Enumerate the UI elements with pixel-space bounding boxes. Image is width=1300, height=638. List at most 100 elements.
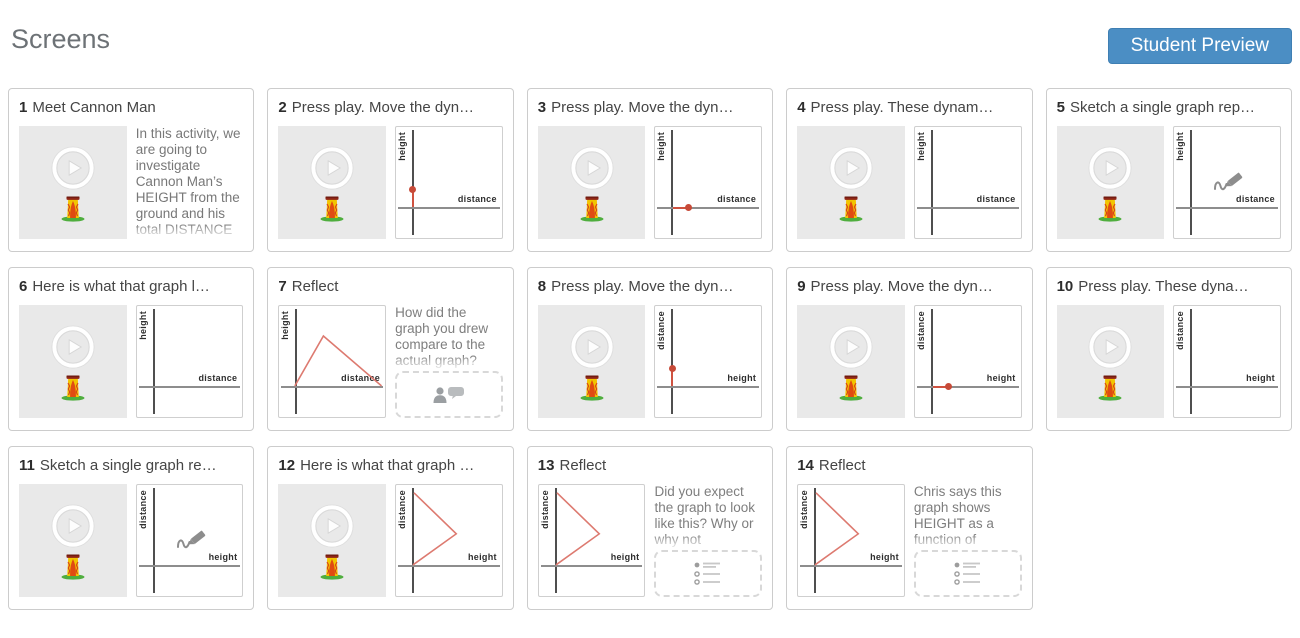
- screen-card-body: height distance: [19, 305, 244, 418]
- x-axis: [1176, 206, 1278, 209]
- screen-number: 5: [1056, 99, 1065, 116]
- pencil-sketch-icon: [1214, 172, 1243, 191]
- graph-thumbnail: distance height: [913, 305, 1022, 418]
- graph-thumbnail: height distance: [1173, 126, 1281, 239]
- video-thumbnail: [19, 305, 127, 418]
- screen-title: 11 Sketch a single graph re…: [19, 457, 243, 475]
- cannon-man-icon: [1098, 196, 1122, 222]
- y-axis: [295, 309, 298, 414]
- screen-title-text: Here is what that graph …: [300, 457, 475, 474]
- screen-card-7[interactable]: 7 Reflect height distance How did the graph …: [267, 267, 514, 431]
- screen-card-9[interactable]: 9 Press play. Move the dyn… distance height: [786, 267, 1033, 431]
- screen-title-text: Sketch a single graph rep…: [1069, 99, 1256, 116]
- screen-card-10[interactable]: 10 Press play. These dyna… distance height: [1045, 267, 1292, 431]
- screen-card-body: height distance: [537, 126, 763, 239]
- x-axis: [657, 385, 760, 388]
- x-axis: [138, 385, 241, 388]
- play-icon: [51, 325, 95, 369]
- graph-thumbnail: height distance: [913, 126, 1022, 239]
- play-icon: [829, 325, 873, 369]
- screen-title-text: Press play. Move the dyn…: [551, 99, 734, 116]
- screen-number: 1: [19, 99, 28, 116]
- x-axis: [540, 564, 643, 567]
- screen-title: 4 Press play. These dynam…: [797, 99, 1021, 117]
- y-axis: [152, 309, 155, 414]
- y-axis: [930, 130, 933, 235]
- screen-number: 14: [797, 457, 814, 474]
- prompt-panel: Chris says this graph shows HEIGHT as a …: [913, 484, 1022, 597]
- video-thumbnail: [19, 484, 127, 597]
- screen-number: 2: [278, 99, 287, 116]
- graph-thumbnail: height distance: [654, 126, 763, 239]
- screen-card-body: height distance: [1056, 126, 1281, 239]
- cannon-man-icon: [61, 375, 85, 401]
- y-axis-label: distance: [915, 311, 926, 350]
- screen-card-11[interactable]: 11 Sketch a single graph re… distance heigh…: [8, 446, 255, 610]
- screen-number: 6: [19, 278, 28, 295]
- x-axis-label: height: [1246, 372, 1275, 383]
- screen-card-body: distance height: [278, 484, 503, 597]
- y-axis: [1190, 309, 1193, 414]
- screen-number: 9: [797, 278, 806, 295]
- y-axis-label: height: [137, 311, 148, 340]
- sideways-v-graph-curve: [798, 485, 904, 596]
- description-text: In this activity, we are going to invest…: [135, 126, 241, 237]
- screen-title: 1 Meet Cannon Man: [19, 99, 243, 117]
- screen-title: 9 Press play. Move the dyn…: [797, 278, 1021, 296]
- screen-title-text: Press play. Move the dyn…: [551, 278, 734, 295]
- screen-card-body: distance height Chris says this graph show…: [797, 484, 1022, 597]
- discussion-icon: [433, 386, 464, 403]
- screen-title-text: Here is what that graph l…: [32, 278, 210, 295]
- video-thumbnail: [278, 484, 387, 597]
- screen-title: 8 Press play. Move the dyn…: [538, 278, 762, 296]
- screen-title: 7 Reflect: [278, 278, 502, 296]
- x-axis: [138, 564, 241, 567]
- cannon-man-icon: [580, 375, 604, 401]
- y-axis-label: distance: [137, 490, 148, 529]
- screen-card-3[interactable]: 3 Press play. Move the dyn… height distance: [526, 88, 774, 252]
- screen-card-body: distance height Did you expect the graph t…: [537, 484, 763, 597]
- prompt-panel: How did the graph you drew compare to th…: [395, 305, 503, 418]
- x-axis-label: distance: [341, 372, 381, 383]
- screen-card-6[interactable]: 6 Here is what that graph l… height distanc…: [8, 267, 255, 431]
- student-preview-button[interactable]: Student Preview: [1107, 28, 1292, 64]
- x-axis: [800, 564, 902, 567]
- screen-card-body: distance height: [797, 305, 1022, 418]
- multiple-choice-icon: [694, 562, 721, 585]
- prompt-text: Chris says this graph shows HEIGHT as a …: [913, 484, 1022, 550]
- prompt-text: Did you expect the graph to look like th…: [654, 484, 762, 550]
- y-axis: [411, 130, 414, 235]
- cannon-man-icon: [320, 196, 344, 222]
- screen-card-8[interactable]: 8 Press play. Move the dyn… distance height: [526, 267, 774, 431]
- x-axis: [916, 385, 1019, 388]
- screen-card-2[interactable]: 2 Press play. Move the dyn… height distance: [267, 88, 514, 252]
- screen-card-14[interactable]: 14 Reflect distance height Chris says this g…: [786, 446, 1033, 610]
- screen-card-5[interactable]: 5 Sketch a single graph rep… height distanc…: [1045, 88, 1292, 252]
- video-thumbnail: [278, 126, 387, 239]
- screen-card-body: distance height: [19, 484, 244, 597]
- play-icon: [51, 146, 95, 190]
- video-thumbnail: [19, 126, 127, 239]
- y-axis: [814, 488, 817, 593]
- screen-title-text: Reflect: [818, 457, 866, 474]
- y-axis: [671, 130, 674, 235]
- cannon-man-icon: [61, 196, 85, 222]
- screen-card-1[interactable]: 1 Meet Cannon Man In this activity, we are…: [8, 88, 255, 252]
- graph-thumbnail: distance height: [135, 484, 244, 597]
- screen-card-12[interactable]: 12 Here is what that graph … distance heigh…: [267, 446, 514, 610]
- moving-point: [685, 204, 693, 212]
- cannon-man-icon: [61, 554, 85, 580]
- screen-title-text: Meet Cannon Man: [32, 99, 156, 116]
- multiple-choice-response-box: [913, 550, 1022, 597]
- screen-card-4[interactable]: 4 Press play. These dynam… height distance: [786, 88, 1033, 252]
- x-axis: [1176, 385, 1278, 388]
- screen-title-text: Press play. These dyna…: [1078, 278, 1249, 295]
- play-icon: [1088, 146, 1132, 190]
- screen-number: 3: [537, 99, 547, 116]
- prompt-text: How did the graph you drew compare to th…: [395, 305, 503, 371]
- prompt-text-content: How did the graph you drew compare to th…: [395, 305, 489, 368]
- play-icon: [570, 146, 614, 190]
- sideways-v-graph-curve: [539, 485, 645, 596]
- x-axis-label: distance: [198, 372, 238, 383]
- screen-card-13[interactable]: 13 Reflect distance height Did you expect th…: [526, 446, 774, 610]
